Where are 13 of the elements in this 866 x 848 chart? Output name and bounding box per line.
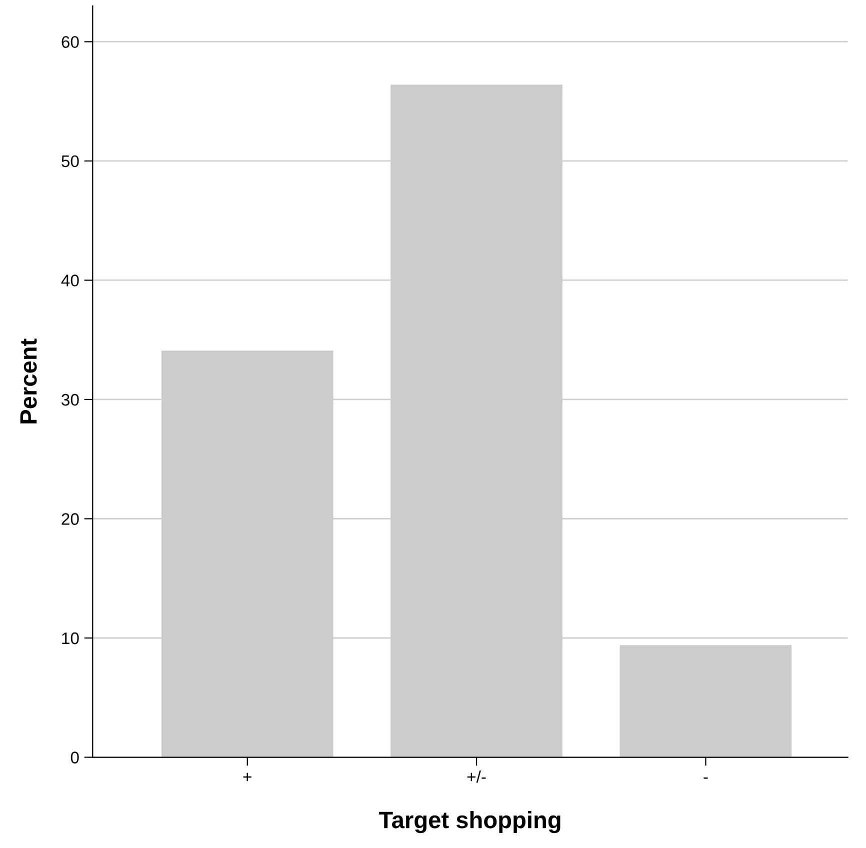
y-tick-label: 50 [62, 155, 79, 168]
x-tick-label: + [243, 772, 252, 782]
y-tick-label: 10 [62, 632, 79, 644]
y-tick-label: 20 [62, 513, 79, 525]
y-tick-label: 60 [62, 36, 79, 48]
y-axis-title: Percent [20, 338, 37, 424]
y-tick-label: 0 [70, 752, 79, 764]
x-axis-title: Target shopping [378, 810, 560, 834]
y-tick-label: 40 [61, 274, 79, 286]
x-tick-label: - [704, 777, 708, 779]
y-tick-label: 30 [62, 394, 79, 406]
x-tick-label: +/- [467, 770, 486, 783]
bar [620, 645, 792, 758]
